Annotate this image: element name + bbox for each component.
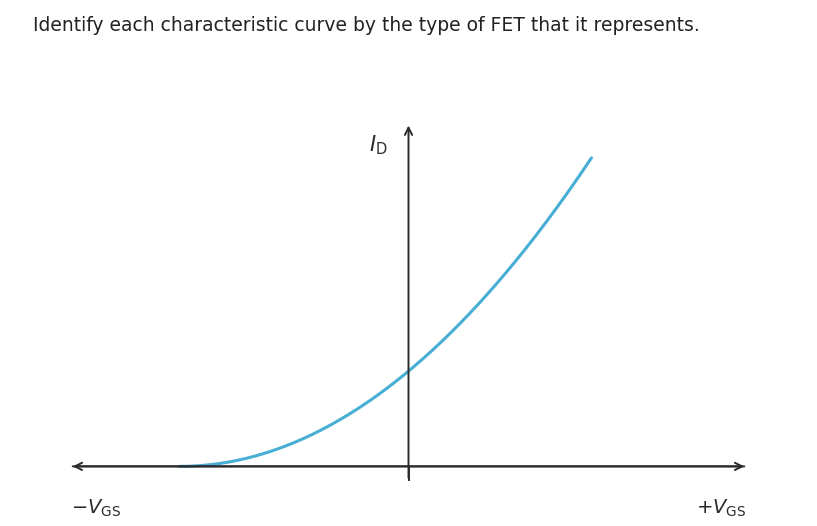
Text: $+V_{\mathrm{GS}}$: $+V_{\mathrm{GS}}$ [696,498,746,519]
Text: $-V_{\mathrm{GS}}$: $-V_{\mathrm{GS}}$ [71,498,121,519]
Text: $I_{\mathrm{D}}$: $I_{\mathrm{D}}$ [369,133,388,157]
Text: Identify each characteristic curve by the type of FET that it represents.: Identify each characteristic curve by th… [33,16,699,35]
